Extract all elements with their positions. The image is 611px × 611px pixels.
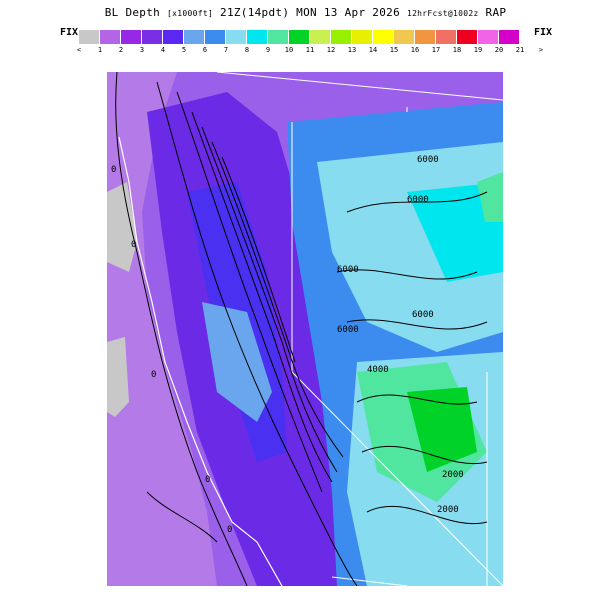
title-valid: 21Z(14pdt) MON 13 Apr 2026 bbox=[220, 6, 401, 19]
contour-line bbox=[176, 91, 323, 493]
contour-label: 6000 bbox=[412, 310, 434, 320]
contour-line bbox=[156, 81, 358, 586]
contour-label-group: 0 0 0 0 0 6000 6000 6000 6000 6000 4000 … bbox=[111, 155, 464, 535]
map-title: BL Depth [x1000ft] 21Z(14pdt) MON 13 Apr… bbox=[0, 6, 611, 19]
legend-swatch bbox=[457, 30, 478, 44]
contour-line bbox=[146, 491, 218, 543]
contour-label: 2000 bbox=[442, 470, 464, 480]
legend-swatch bbox=[373, 30, 394, 44]
legend-ticks: <1 2 3 4 5 6 7 8 9 10 11 12 13 14 15 16 17 18 19 20 21 > bbox=[73, 46, 543, 56]
offshore-region bbox=[107, 72, 217, 586]
legend-tick-label: 7 bbox=[223, 46, 229, 54]
legend-tick-label: 20 bbox=[494, 46, 504, 54]
contour-line bbox=[366, 505, 488, 525]
legend-tick-label: 15 bbox=[389, 46, 399, 54]
legend-tick-label: 3 bbox=[139, 46, 145, 54]
title-model: RAP bbox=[485, 6, 507, 19]
contour-line bbox=[191, 111, 333, 483]
title-forecast: 12hrFcst@1002z bbox=[406, 9, 479, 18]
peak-depth-area bbox=[407, 387, 477, 472]
bl-depth-map: 0 0 0 0 0 6000 6000 6000 6000 6000 4000 … bbox=[107, 72, 503, 586]
legend-swatch bbox=[352, 30, 373, 44]
legend-tick-label: 6 bbox=[202, 46, 208, 54]
legend-tick-label: < bbox=[76, 46, 82, 54]
legend-swatch bbox=[142, 30, 163, 44]
legend-tick-label: 11 bbox=[305, 46, 315, 54]
legend-tick-label: 14 bbox=[368, 46, 378, 54]
border-line bbox=[216, 72, 503, 101]
contour-line bbox=[115, 72, 248, 586]
legend-tick-label: 4 bbox=[160, 46, 166, 54]
contour-line bbox=[336, 269, 478, 280]
legend-swatch bbox=[436, 30, 457, 44]
contour-label: 0 bbox=[131, 240, 136, 250]
legend-tick-label: 18 bbox=[452, 46, 462, 54]
green-depth-area bbox=[477, 172, 503, 222]
legend-tick-label: 17 bbox=[431, 46, 441, 54]
contour-lines bbox=[115, 72, 488, 586]
legend-tick-label: 12 bbox=[326, 46, 336, 54]
contour-label: 0 bbox=[111, 165, 116, 175]
contour-line bbox=[346, 191, 488, 213]
legend-swatch bbox=[226, 30, 247, 44]
title-field: BL Depth bbox=[104, 6, 161, 19]
legend-tick-label: 1 bbox=[97, 46, 103, 54]
contour-line bbox=[361, 445, 488, 464]
contour-label: 0 bbox=[151, 370, 156, 380]
legend-swatch bbox=[100, 30, 121, 44]
legend-swatch bbox=[415, 30, 436, 44]
legend-swatch bbox=[205, 30, 226, 44]
legend-swatch bbox=[499, 30, 520, 44]
contour-label: 6000 bbox=[417, 155, 439, 165]
zero-depth-area bbox=[107, 182, 137, 272]
legend-tick-label: 21 bbox=[515, 46, 525, 54]
legend-swatch bbox=[331, 30, 352, 44]
contour-line bbox=[356, 394, 478, 405]
legend-swatch bbox=[121, 30, 142, 44]
legend-tick-label: 16 bbox=[410, 46, 420, 54]
very-high-depth bbox=[407, 182, 503, 282]
legend-swatch bbox=[310, 30, 331, 44]
legend-swatch bbox=[289, 30, 310, 44]
legend-tick-label: 5 bbox=[181, 46, 187, 54]
legend-swatch bbox=[478, 30, 499, 44]
contour-label: 6000 bbox=[407, 195, 429, 205]
fix-label-right: FIX bbox=[534, 27, 553, 38]
contour-line bbox=[211, 141, 344, 458]
fix-label-left: FIX bbox=[60, 27, 79, 38]
color-legend bbox=[79, 30, 520, 44]
legend-swatch bbox=[268, 30, 289, 44]
zero-depth-area bbox=[107, 337, 129, 417]
legend-swatch bbox=[394, 30, 415, 44]
contour-label: 4000 bbox=[367, 365, 389, 375]
contour-line bbox=[221, 156, 296, 363]
contour-label: 6000 bbox=[337, 325, 359, 335]
legend-tick-label: 13 bbox=[347, 46, 357, 54]
contour-line bbox=[346, 319, 488, 330]
legend-tick-label: 8 bbox=[244, 46, 250, 54]
title-units: [x1000ft] bbox=[167, 9, 214, 18]
contour-line bbox=[201, 126, 338, 473]
legend-tick-label: 2 bbox=[118, 46, 124, 54]
contour-label: 0 bbox=[227, 525, 232, 535]
legend-tick-label: 10 bbox=[284, 46, 294, 54]
legend-tick-label: 19 bbox=[473, 46, 483, 54]
contour-label: 0 bbox=[205, 475, 210, 485]
legend-swatch bbox=[79, 30, 100, 44]
contour-label: 2000 bbox=[437, 505, 459, 515]
legend-swatch bbox=[163, 30, 184, 44]
legend-swatch bbox=[184, 30, 205, 44]
legend-tick-label: > bbox=[538, 46, 544, 54]
contour-label: 6000 bbox=[337, 265, 359, 275]
coastline bbox=[118, 136, 283, 586]
border-line bbox=[331, 576, 408, 586]
legend-swatch bbox=[247, 30, 268, 44]
central-valley-depth bbox=[202, 302, 272, 422]
legend-tick-label: 9 bbox=[265, 46, 271, 54]
